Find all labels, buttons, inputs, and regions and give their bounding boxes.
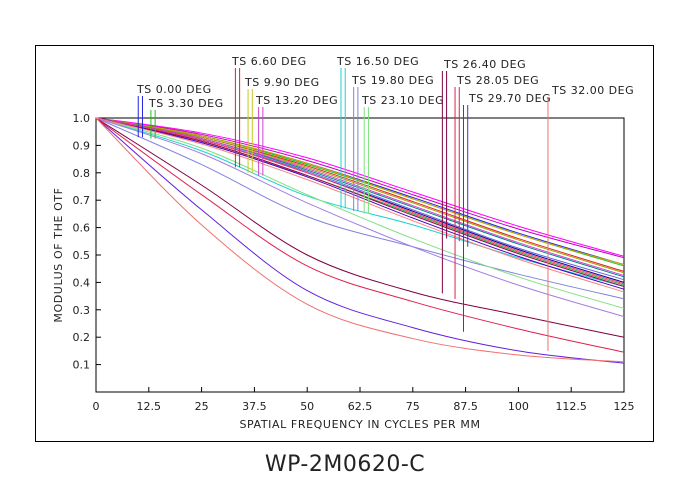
x-tick-label: 87.5 xyxy=(453,400,478,413)
plot-area xyxy=(95,117,625,393)
mtf-curve xyxy=(95,117,625,286)
mtf-curve xyxy=(95,117,625,309)
y-tick-label: 0.6 xyxy=(73,222,91,235)
mtf-curve xyxy=(95,117,625,277)
field-label: TS 0.00 DEG xyxy=(136,83,212,96)
x-tick-label: 125 xyxy=(614,400,635,413)
field-label: TS 3.30 DEG xyxy=(148,97,224,110)
y-tick-label: 0.9 xyxy=(73,139,91,152)
x-tick-label: 112.5 xyxy=(555,400,587,413)
field-label: TS 9.90 DEG xyxy=(244,76,320,89)
field-label: TS 13.20 DEG xyxy=(255,94,338,107)
y-tick-label: 0.8 xyxy=(73,167,91,180)
x-tick-label: 12.5 xyxy=(137,400,162,413)
mtf-curve xyxy=(95,117,625,318)
field-label: TS 6.60 DEG xyxy=(231,55,307,68)
mtf-curve xyxy=(95,117,625,259)
field-label: TS 19.80 DEG xyxy=(351,74,434,87)
plot-frame xyxy=(35,45,654,442)
y-tick-label: 1.0 xyxy=(73,112,91,125)
mtf-curve xyxy=(95,117,625,293)
mtf-curve xyxy=(95,117,625,266)
field-label: TS 26.40 DEG xyxy=(443,58,526,71)
field-label: TS 28.05 DEG xyxy=(456,74,539,87)
mtf-curve xyxy=(95,117,625,300)
mtf-curve xyxy=(95,117,625,285)
x-tick-label: 25 xyxy=(195,400,209,413)
x-tick-label: 75 xyxy=(406,400,420,413)
mtf-curve xyxy=(95,117,625,364)
x-tick-label: 37.5 xyxy=(242,400,267,413)
field-label: TS 23.10 DEG xyxy=(361,94,444,107)
y-tick-label: 0.3 xyxy=(73,304,91,317)
mtf-curve xyxy=(95,117,625,257)
field-label: TS 32.00 DEG xyxy=(551,84,634,97)
mtf-curve xyxy=(95,117,625,287)
y-tick-label: 0.1 xyxy=(73,359,91,372)
mtf-curve xyxy=(95,117,625,338)
field-label: TS 16.50 DEG xyxy=(336,55,419,68)
x-axis-title: SPATIAL FREQUENCY IN CYCLES PER MM xyxy=(239,418,480,431)
x-tick-label: 50 xyxy=(300,400,314,413)
mtf-curve xyxy=(95,117,625,353)
y-axis-title: MODULUS OF THE OTF xyxy=(52,187,65,322)
mtf-curve xyxy=(95,117,625,274)
x-tick-label: 100 xyxy=(508,400,529,413)
y-tick-label: 0.7 xyxy=(73,194,91,207)
mtf-curve xyxy=(95,117,625,290)
y-tick-label: 0.2 xyxy=(73,331,91,344)
mtf-curve xyxy=(95,117,625,287)
field-label: TS 29.70 DEG xyxy=(468,92,551,105)
y-tick-label: 0.5 xyxy=(73,249,91,262)
x-tick-label: 62.5 xyxy=(348,400,373,413)
chart-title: WP-2M0620-C xyxy=(264,452,426,477)
mtf-curve xyxy=(95,117,625,363)
y-tick-label: 0.4 xyxy=(73,276,91,289)
x-tick-label: 0 xyxy=(93,400,100,413)
